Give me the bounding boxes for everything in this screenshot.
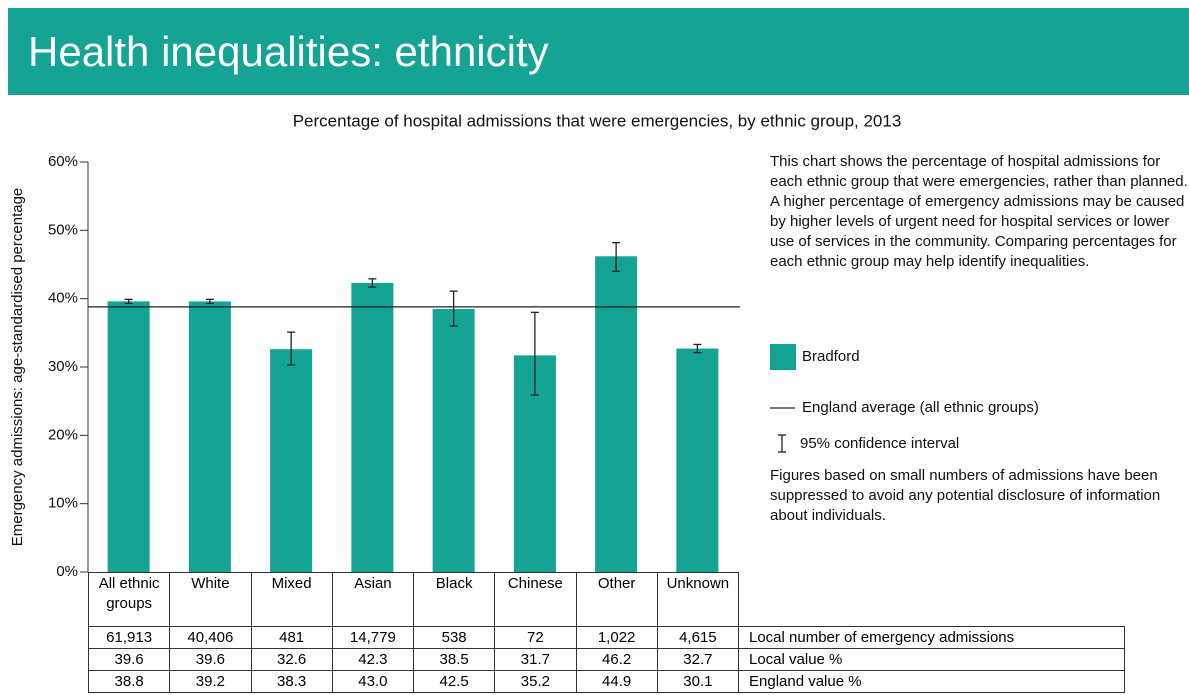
- y-tick-label: 20%: [48, 426, 78, 443]
- table-cell: 42.5: [412, 670, 496, 693]
- table-cell: 38.5: [412, 648, 496, 671]
- header: Health inequalities: ethnicity: [8, 8, 1189, 95]
- legend-ci-icon: [778, 434, 786, 453]
- legend-label: 95% confidence interval: [800, 435, 959, 452]
- row-label: Local value %: [738, 648, 1125, 671]
- y-tick-label: 10%: [48, 495, 78, 512]
- table-cell: 538: [412, 626, 496, 649]
- bar: [676, 348, 719, 572]
- chart-title: Percentage of hospital admissions that w…: [293, 111, 902, 130]
- y-tick-label: 50%: [48, 221, 78, 238]
- row-label: England value %: [738, 670, 1125, 693]
- empty-cell: [739, 573, 1125, 627]
- table-cell: 481: [250, 626, 333, 649]
- category-label: Black: [412, 572, 496, 627]
- category-label: All ethnic groups: [87, 572, 171, 627]
- legend-label: England average (all ethnic groups): [802, 399, 1039, 416]
- error-bar: [287, 331, 296, 366]
- table-cell: 30.1: [656, 670, 740, 693]
- row-label: Local number of emergency admissions: [738, 626, 1125, 649]
- table-cell: 44.9: [575, 670, 658, 693]
- table-cell: 35.2: [494, 670, 577, 693]
- category-row: All ethnic groups White Mixed Asian Black Chi…: [87, 572, 1125, 627]
- table-cell: 42.3: [331, 648, 415, 671]
- category-label: Mixed: [250, 572, 333, 627]
- error-bar: [612, 241, 621, 272]
- table-cell: 38.8: [87, 670, 171, 693]
- y-tick-label: 0%: [56, 563, 78, 580]
- y-tick-label: 30%: [48, 358, 78, 375]
- table-cell: 31.7: [494, 648, 577, 671]
- table-cell: 32.7: [656, 648, 740, 671]
- table-cell: 38.3: [250, 670, 333, 693]
- error-bar: [530, 311, 539, 396]
- table-row: 39.6 39.6 32.6 42.3 38.5 31.7 46.2 32.7 Local va…: [87, 648, 1125, 671]
- bar: [188, 301, 231, 572]
- table-row: 61,913 40,406 481 14,779 538 72 1,022 4,615 Loca…: [87, 626, 1125, 649]
- legend-label: Bradford: [802, 348, 860, 365]
- table-cell: 46.2: [575, 648, 658, 671]
- category-label: Unknown: [656, 572, 740, 627]
- table-cell: 43.0: [331, 670, 415, 693]
- bar: [351, 282, 394, 572]
- category-label: Chinese: [494, 572, 577, 627]
- y-tick-label: 40%: [48, 290, 78, 307]
- y-tick-label: 60%: [48, 153, 78, 170]
- bar: [432, 308, 475, 572]
- error-bar: [124, 298, 133, 305]
- note: Figures based on small numbers of admiss…: [770, 467, 1161, 524]
- error-bar: [693, 343, 702, 354]
- bar: [270, 349, 313, 572]
- table-cell: 1,022: [575, 626, 658, 649]
- category-label: Asian: [331, 572, 415, 627]
- error-bar: [449, 290, 458, 327]
- error-bar: [368, 278, 377, 288]
- table-cell: 61,913: [87, 626, 171, 649]
- table-cell: 39.6: [87, 648, 171, 671]
- y-axis-label: Emergency admissions: age-standardised p…: [9, 188, 26, 547]
- category-label: Other: [575, 572, 658, 627]
- category-label: White: [169, 572, 252, 627]
- table-row: 38.8 39.2 38.3 43.0 42.5 35.2 44.9 30.1 England …: [87, 670, 1125, 693]
- bar: [595, 256, 638, 572]
- table-cell: 4,615: [656, 626, 740, 649]
- table-cell: 72: [494, 626, 577, 649]
- legend-swatch: [770, 344, 796, 370]
- table-cell: 39.2: [169, 670, 252, 693]
- description: This chart shows the percentage of hospi…: [770, 153, 1188, 270]
- page-title: Health inequalities: ethnicity: [28, 28, 549, 75]
- table-cell: 32.6: [250, 648, 333, 671]
- table-cell: 40,406: [169, 626, 252, 649]
- table-cell: 14,779: [331, 626, 415, 649]
- error-bar: [205, 298, 214, 305]
- bar: [107, 301, 150, 572]
- data-table: All ethnic groups White Mixed Asian Black Chi…: [87, 572, 1125, 693]
- table-cell: 39.6: [169, 648, 252, 671]
